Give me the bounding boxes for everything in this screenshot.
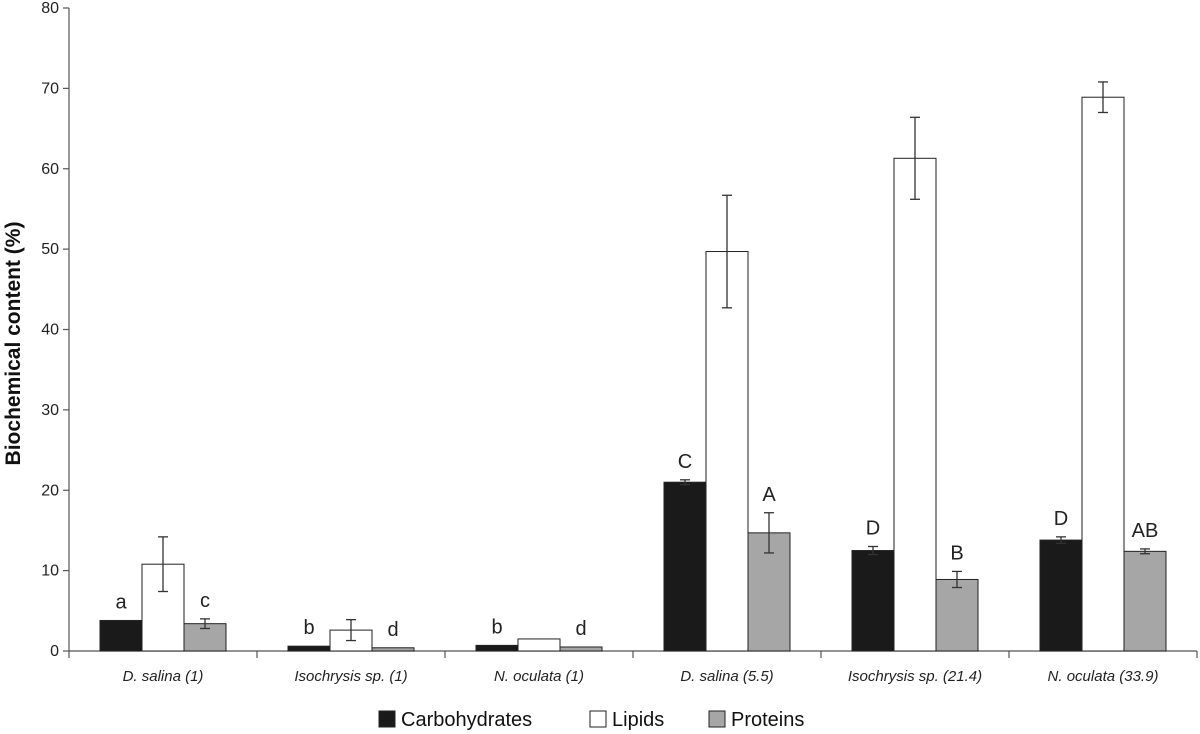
bar-proteins — [1123, 550, 1167, 652]
significance-label: AB — [1132, 520, 1159, 542]
x-category-label: Isochrysis sp. (21.4) — [848, 668, 982, 685]
legend-label-lipids: Lipids — [612, 709, 664, 731]
significance-label: b — [303, 617, 314, 639]
significance-label: A — [762, 484, 776, 506]
x-category-label: D. salina (1) — [123, 668, 204, 685]
x-category-label: Isochrysis sp. (1) — [294, 668, 407, 685]
bar-carbohydrates — [475, 644, 519, 652]
y-tick-label: 80 — [41, 0, 59, 17]
y-tick-label: 40 — [41, 322, 59, 339]
bar-lipids — [705, 251, 749, 652]
y-axis: 0 10 20 30 40 50 60 70 80 — [41, 0, 70, 660]
significance-label: b — [491, 616, 502, 638]
legend: Carbohydrates Lipids Proteins — [378, 709, 804, 731]
significance-label: c — [200, 590, 210, 612]
bar-carbohydrates — [1039, 539, 1083, 652]
significance-label: D — [1054, 508, 1068, 530]
x-category-label: N. oculata (33.9) — [1048, 668, 1159, 685]
significance-label: B — [950, 542, 963, 564]
y-tick-label: 60 — [41, 161, 59, 178]
bar-proteins — [559, 646, 603, 652]
y-tick-label: 20 — [41, 482, 59, 499]
bar-lipids — [1081, 96, 1125, 652]
y-tick-label: 10 — [41, 563, 59, 580]
y-tick-label: 0 — [50, 643, 59, 660]
bar-carbohydrates — [99, 619, 143, 652]
legend-label-carbohydrates: Carbohydrates — [401, 709, 532, 731]
bar-proteins — [747, 532, 791, 652]
bar-lipids — [893, 157, 937, 652]
significance-label: d — [575, 618, 586, 640]
y-tick-label: 70 — [41, 80, 59, 97]
bar-carbohydrates — [287, 645, 331, 652]
legend-swatch-carbohydrates — [378, 710, 396, 728]
x-category-label: D. salina (5.5) — [680, 668, 773, 685]
x-axis: D. salina (1) Isochrysis sp. (1) N. oculat… — [68, 650, 1198, 685]
bar-proteins — [371, 647, 415, 652]
significance-label: C — [678, 451, 692, 473]
significance-label: D — [866, 518, 880, 540]
legend-swatch-lipids — [589, 710, 607, 728]
y-tick-label: 50 — [41, 241, 59, 258]
y-axis-label: Biochemical content (%) — [2, 222, 25, 466]
significance-label: a — [115, 591, 127, 613]
significance-label: d — [387, 619, 398, 641]
bar-lipids — [517, 638, 561, 652]
legend-swatch-proteins — [708, 710, 726, 728]
y-tick-label: 30 — [41, 402, 59, 419]
x-category-label: N. oculata (1) — [494, 668, 584, 685]
bar-carbohydrates — [663, 481, 707, 652]
bar-proteins — [935, 578, 979, 652]
bar-carbohydrates — [851, 550, 895, 652]
legend-label-proteins: Proteins — [731, 709, 804, 731]
